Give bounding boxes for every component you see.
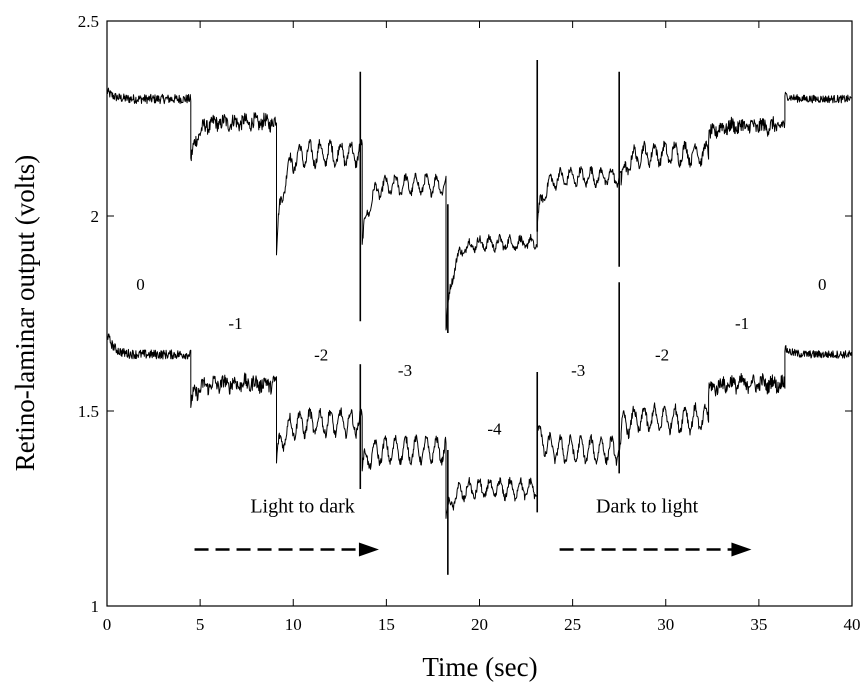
level-label: 0: [136, 275, 145, 294]
x-tick-label: 10: [285, 615, 302, 634]
y-tick-label: 2.5: [78, 12, 99, 31]
level-annotations: 0 -1 -2 -3 -4 -3 -2 -1 0: [136, 275, 826, 438]
y-tick-label: 1: [91, 597, 100, 616]
x-tick-label: 40: [844, 615, 861, 634]
direction-arrows: Light to dark Dark to light: [194, 495, 752, 557]
x-tick-label: 30: [657, 615, 674, 634]
y-axis-ticks: 1 1.5 2 2.5: [78, 12, 852, 616]
level-label: -4: [487, 419, 502, 438]
x-tick-label: 35: [750, 615, 767, 634]
arrow-head: [358, 542, 379, 557]
y-tick-label: 2: [91, 207, 100, 226]
x-tick-label: 20: [471, 615, 488, 634]
series-line-1: [106, 87, 852, 331]
series-lines: [106, 60, 853, 575]
level-label: -2: [655, 345, 669, 364]
level-label: -3: [398, 361, 412, 380]
level-label: -2: [314, 345, 328, 364]
y-axis-title: Retino-laminar output (volts): [10, 155, 40, 471]
arrow-label: Light to dark: [250, 495, 354, 517]
x-tick-label: 5: [196, 615, 205, 634]
x-tick-label: 15: [378, 615, 395, 634]
series-line-2: [107, 333, 853, 519]
arrow-head: [731, 542, 752, 557]
x-tick-label: 0: [103, 615, 112, 634]
level-label: -3: [571, 361, 585, 380]
arrow-label: Dark to light: [596, 495, 699, 517]
level-label: -1: [735, 314, 749, 333]
x-tick-label: 25: [564, 615, 581, 634]
level-label: -1: [228, 314, 242, 333]
x-axis-ticks: 0 5 10 15 20 25 30 35 40: [103, 21, 861, 634]
y-tick-label: 1.5: [78, 402, 99, 421]
level-label: 0: [818, 275, 827, 294]
x-axis-title: Time (sec): [422, 652, 537, 682]
